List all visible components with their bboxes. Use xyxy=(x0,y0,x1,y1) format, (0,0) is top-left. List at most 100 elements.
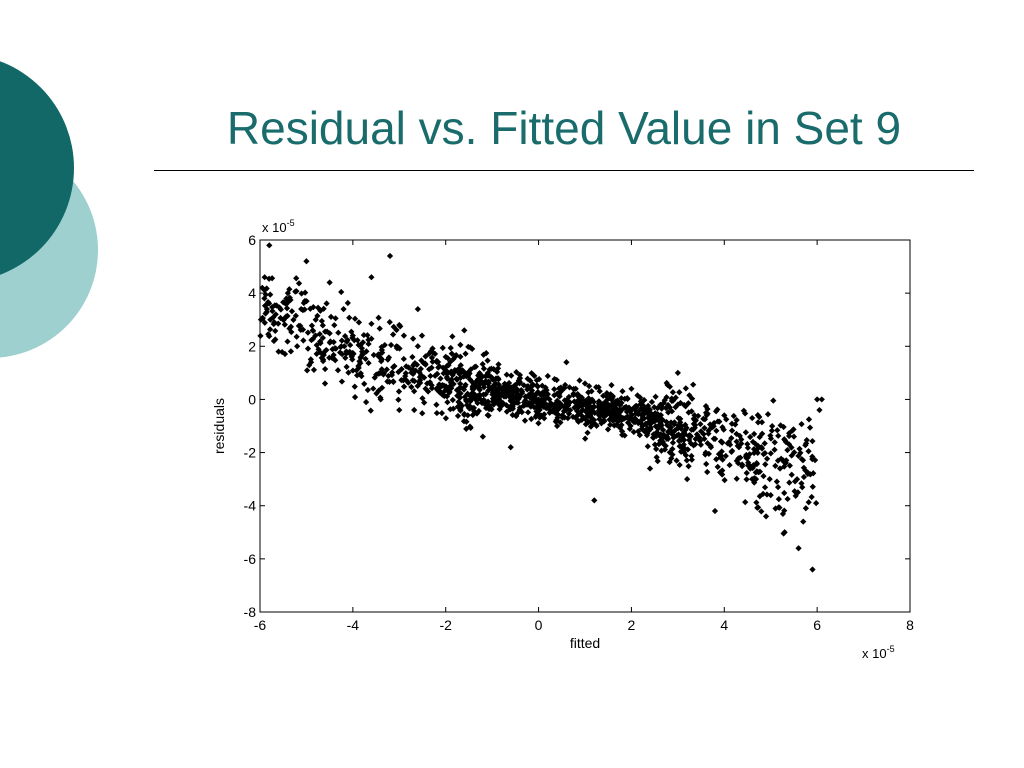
data-point xyxy=(776,465,784,472)
data-point xyxy=(323,300,330,307)
data-point xyxy=(690,381,697,388)
data-point xyxy=(809,566,816,573)
y-tick-label: 6 xyxy=(248,232,256,248)
data-point xyxy=(688,456,695,463)
y-tick-label: -6 xyxy=(244,551,257,567)
data-point xyxy=(648,398,656,406)
data-point xyxy=(781,507,788,514)
data-point xyxy=(503,371,510,378)
x-tick-label: 8 xyxy=(906,617,914,633)
data-point xyxy=(436,384,443,391)
data-point xyxy=(405,364,412,371)
data-point xyxy=(267,291,274,298)
data-point xyxy=(701,416,709,423)
data-point xyxy=(761,484,769,491)
data-point xyxy=(266,242,273,249)
data-point xyxy=(359,339,367,346)
data-point xyxy=(508,372,515,379)
data-point xyxy=(370,351,377,359)
data-point xyxy=(257,332,264,339)
data-point xyxy=(775,432,782,439)
data-point xyxy=(479,433,486,440)
data-point xyxy=(283,305,291,312)
data-point xyxy=(674,369,681,376)
data-point xyxy=(816,406,823,414)
data-point xyxy=(790,433,798,440)
data-point xyxy=(795,545,802,552)
data-point xyxy=(762,513,770,520)
x-tick-label: 4 xyxy=(720,617,728,633)
data-point xyxy=(396,321,403,329)
data-point xyxy=(763,491,771,498)
data-point xyxy=(347,341,354,349)
data-point xyxy=(331,322,338,329)
data-point xyxy=(584,429,591,436)
data-point xyxy=(535,420,542,427)
data-point xyxy=(798,421,805,428)
data-point xyxy=(806,424,814,431)
data-point xyxy=(338,351,346,358)
data-point xyxy=(442,415,450,422)
data-point xyxy=(330,355,337,362)
data-point xyxy=(294,343,301,350)
x-tick-label: -6 xyxy=(254,617,267,633)
data-point xyxy=(742,498,749,506)
data-point xyxy=(344,336,351,344)
data-point xyxy=(479,360,486,368)
data-point xyxy=(628,385,635,392)
data-point xyxy=(287,348,295,355)
data-point xyxy=(400,332,408,339)
data-point xyxy=(414,305,421,313)
y-tick-label: -8 xyxy=(244,604,257,620)
data-point xyxy=(400,383,408,390)
data-point xyxy=(368,274,375,281)
data-point xyxy=(749,414,756,422)
data-point xyxy=(414,343,421,350)
data-point xyxy=(557,419,564,426)
data-point xyxy=(603,390,610,397)
data-point xyxy=(799,484,806,491)
data-point xyxy=(714,463,721,471)
data-point xyxy=(784,495,791,503)
data-point xyxy=(805,499,812,506)
data-point xyxy=(355,319,363,326)
data-point xyxy=(390,323,397,331)
data-point xyxy=(310,366,318,373)
data-point xyxy=(587,398,594,405)
data-point xyxy=(318,317,325,325)
data-point xyxy=(761,449,769,457)
data-point xyxy=(457,353,464,360)
data-point xyxy=(711,507,719,515)
data-point xyxy=(544,372,551,380)
data-point xyxy=(409,335,417,342)
data-point xyxy=(351,315,359,322)
data-point xyxy=(669,389,677,396)
data-point xyxy=(619,388,626,395)
data-point xyxy=(386,252,394,260)
data-point xyxy=(810,470,817,477)
data-point xyxy=(556,401,563,409)
data-point xyxy=(753,499,760,506)
x-axis-label: fitted xyxy=(570,635,600,651)
data-point xyxy=(462,350,469,357)
data-point xyxy=(334,367,342,374)
data-point xyxy=(409,353,416,361)
data-point xyxy=(375,314,382,321)
data-point xyxy=(438,410,446,417)
data-point xyxy=(449,333,456,340)
data-point xyxy=(293,333,300,340)
data-point xyxy=(443,362,451,369)
data-point xyxy=(484,357,491,364)
data-point xyxy=(322,365,329,373)
data-point xyxy=(809,483,816,490)
data-point xyxy=(319,322,326,329)
data-point xyxy=(697,421,704,428)
data-point xyxy=(446,388,453,395)
data-point xyxy=(684,476,691,483)
data-point xyxy=(457,341,464,348)
x-tick-label: -2 xyxy=(439,617,452,633)
data-point xyxy=(365,336,372,343)
data-point xyxy=(576,377,583,384)
data-point xyxy=(351,383,358,390)
